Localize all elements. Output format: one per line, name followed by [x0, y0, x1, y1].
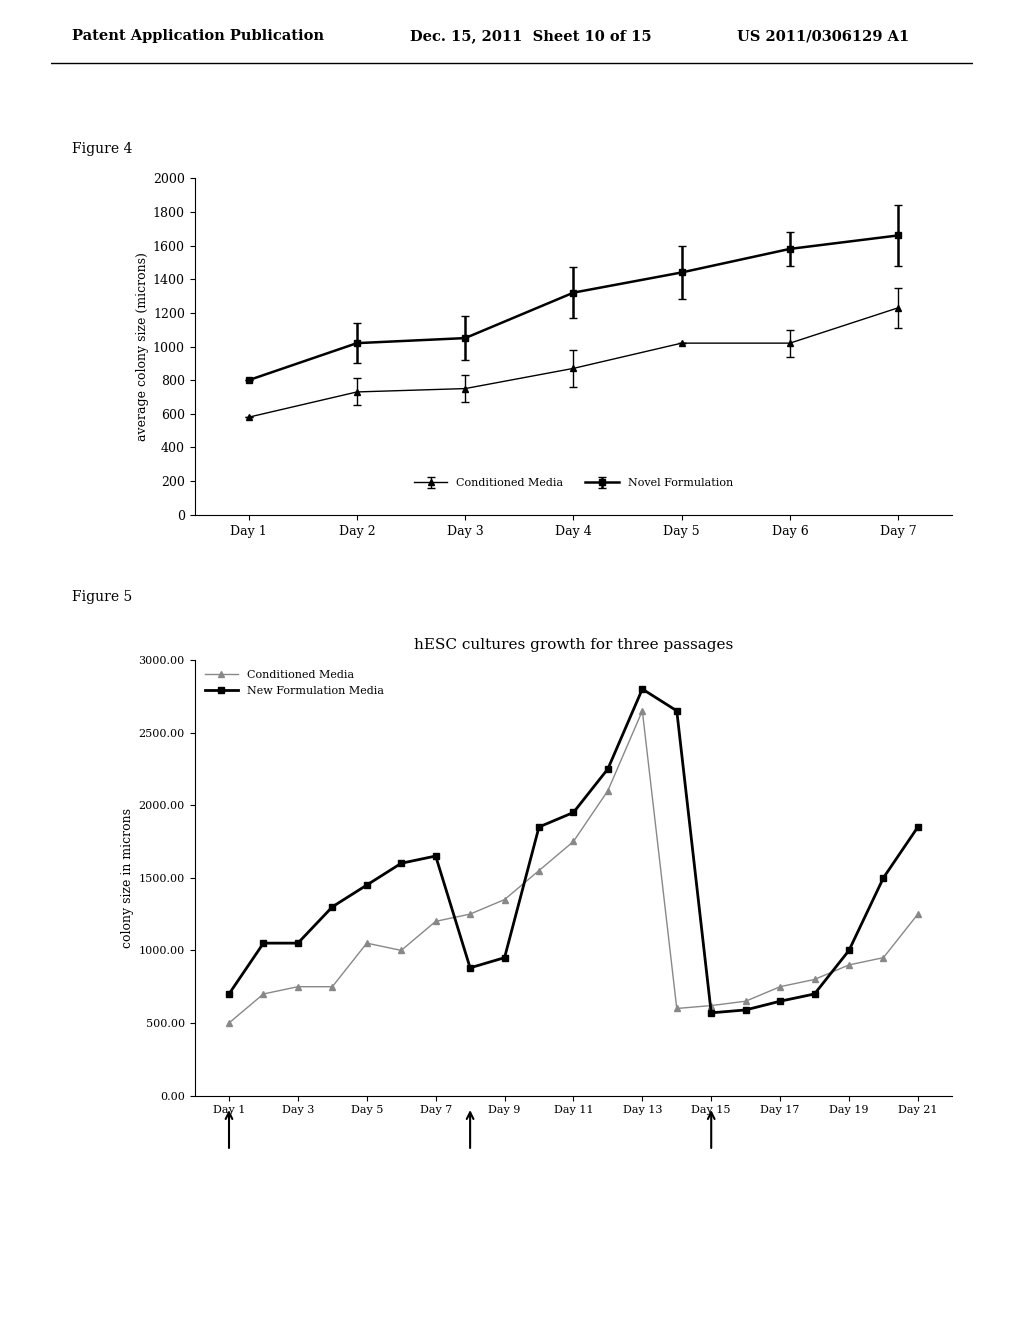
New Formulation Media — [774, 993, 786, 1008]
Text: Figure 5: Figure 5 — [72, 590, 132, 605]
New Formulation Media — [327, 899, 339, 915]
New Formulation Media — [464, 960, 476, 975]
Conditioned Media — [843, 957, 855, 973]
Conditioned Media — [808, 972, 820, 987]
New Formulation Media — [395, 855, 408, 871]
Conditioned Media — [532, 863, 545, 879]
Y-axis label: average colony size (microns): average colony size (microns) — [135, 252, 148, 441]
New Formulation Media — [223, 986, 236, 1002]
Conditioned Media — [671, 1001, 683, 1016]
New Formulation Media — [636, 681, 648, 697]
Conditioned Media — [360, 935, 373, 950]
New Formulation Media — [360, 876, 373, 892]
New Formulation Media — [878, 870, 890, 886]
Text: Patent Application Publication: Patent Application Publication — [72, 29, 324, 44]
Conditioned Media — [878, 950, 890, 966]
Conditioned Media — [739, 993, 752, 1008]
New Formulation Media — [292, 935, 304, 950]
New Formulation Media — [429, 847, 441, 863]
Text: US 2011/0306129 A1: US 2011/0306129 A1 — [737, 29, 909, 44]
Conditioned Media — [464, 906, 476, 921]
Conditioned Media — [706, 998, 718, 1014]
Conditioned Media — [774, 979, 786, 995]
New Formulation Media — [843, 942, 855, 958]
Conditioned Media — [636, 702, 648, 718]
New Formulation Media — [739, 1002, 752, 1018]
Conditioned Media — [911, 906, 924, 921]
Conditioned Media — [257, 986, 269, 1002]
Conditioned Media — [292, 979, 304, 995]
Conditioned Media — [567, 834, 580, 850]
Conditioned Media — [327, 979, 339, 995]
Conditioned Media — [429, 913, 441, 929]
Conditioned Media — [395, 942, 408, 958]
Line: Conditioned Media: Conditioned Media — [225, 708, 922, 1027]
Legend: Conditioned Media, Novel Formulation: Conditioned Media, Novel Formulation — [410, 474, 737, 492]
New Formulation Media — [706, 1005, 718, 1020]
Text: Dec. 15, 2011  Sheet 10 of 15: Dec. 15, 2011 Sheet 10 of 15 — [410, 29, 651, 44]
New Formulation Media — [532, 818, 545, 836]
New Formulation Media — [499, 950, 511, 966]
New Formulation Media — [602, 760, 614, 776]
Title: hESC cultures growth for three passages: hESC cultures growth for three passages — [414, 638, 733, 652]
New Formulation Media — [567, 805, 580, 821]
New Formulation Media — [671, 702, 683, 718]
Conditioned Media — [223, 1015, 236, 1031]
New Formulation Media — [808, 986, 820, 1002]
New Formulation Media — [911, 818, 924, 836]
Conditioned Media — [499, 892, 511, 908]
Text: Figure 4: Figure 4 — [72, 141, 132, 156]
Legend: Conditioned Media, New Formulation Media: Conditioned Media, New Formulation Media — [200, 665, 388, 700]
Conditioned Media — [602, 783, 614, 799]
New Formulation Media — [257, 935, 269, 950]
Line: New Formulation Media: New Formulation Media — [225, 685, 922, 1016]
Y-axis label: colony size in microns: colony size in microns — [122, 808, 134, 948]
